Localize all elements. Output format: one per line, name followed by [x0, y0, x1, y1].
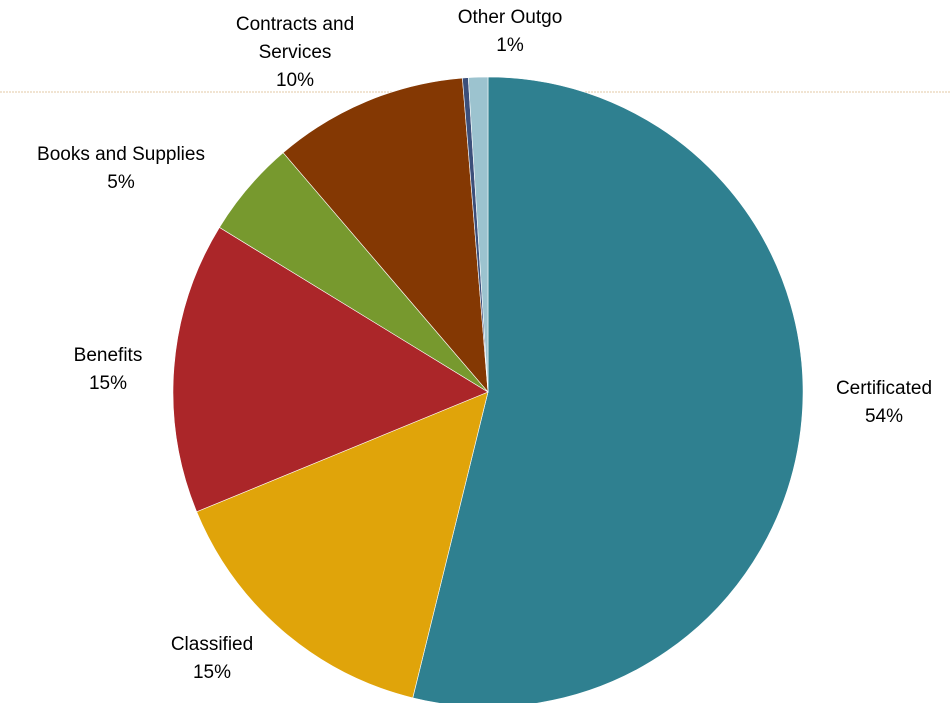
data-label-certificated: Certificated 54% [836, 378, 932, 427]
slice-name-label: Benefits [74, 345, 143, 366]
slice-name-label: Services [259, 42, 332, 63]
pie-slice-classified [196, 391, 489, 699]
pie-slice-contracts-and-services [282, 77, 489, 393]
slice-percent-label: 54% [865, 406, 903, 427]
slice-name-label: Contracts and [236, 14, 354, 35]
slice-percent-label: 15% [89, 373, 127, 394]
slice-name-label: Certificated [836, 378, 932, 399]
pie-slice-certificated [412, 76, 804, 708]
slice-percent-label: 1% [496, 35, 524, 56]
slice-name-label: Books and Supplies [37, 144, 205, 165]
slice-name-label: Classified [171, 634, 253, 655]
slice-percent-label: 10% [276, 70, 314, 91]
pie-slices [172, 76, 804, 708]
pie-slice-benefits [172, 227, 489, 513]
data-label-classified: Classified 15% [171, 634, 253, 683]
data-label-books-and-supplies: Books and Supplies 5% [37, 144, 205, 193]
pie-slice-other-outgo [467, 76, 489, 393]
slice-percent-label: 5% [107, 172, 135, 193]
slice-percent-label: 15% [193, 662, 231, 683]
data-label-contracts-and-services: Contracts and Services 10% [236, 14, 354, 91]
slice-labels: Certificated54%Classified15%Benefits15%B… [37, 7, 932, 683]
slice-name-label: Other Outgo [458, 7, 563, 28]
data-label-benefits: Benefits 15% [74, 345, 143, 394]
data-label-other-outgo: Other Outgo 1% [458, 7, 563, 56]
